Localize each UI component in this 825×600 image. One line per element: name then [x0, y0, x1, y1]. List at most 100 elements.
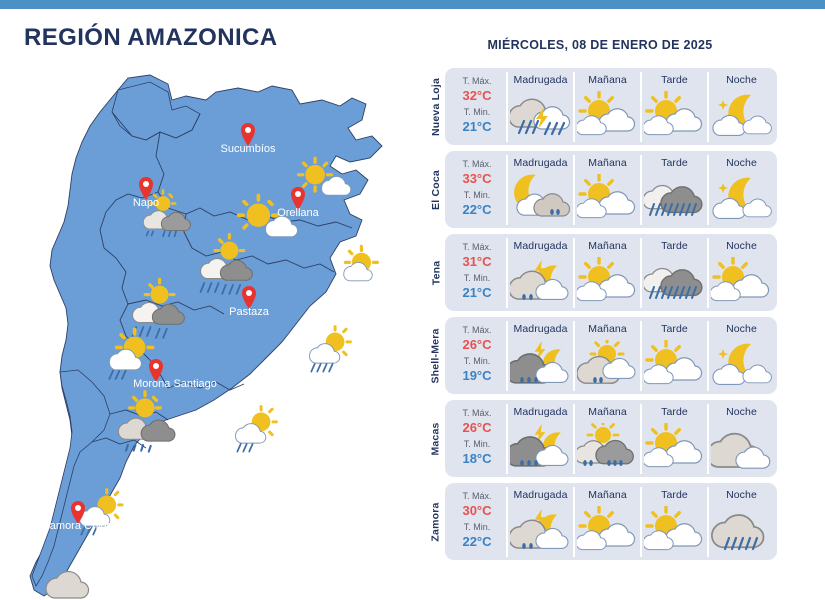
temperature-cell: T. Máx. 32°C T. Min. 21°C [448, 72, 506, 142]
amazon-region-map: Sucumbíos Napo Orellana Pastaza Morona S… [0, 70, 420, 600]
forecast-row: Tena T. Máx. 31°C T. Min. 21°C Madrugada Maña… [427, 234, 777, 311]
period-header: Madrugada [513, 489, 568, 501]
forecast-slot[interactable]: Mañana [573, 72, 640, 142]
page-title: REGIÓN AMAZONICA [24, 24, 278, 51]
forecast-slot[interactable]: Tarde [640, 238, 707, 308]
cloud-rain-icon [709, 501, 774, 557]
period-header: Tarde [661, 240, 688, 252]
forecast-panel: T. Máx. 31°C T. Min. 21°C Madrugada Mañana T… [445, 234, 777, 311]
sun-cloud-icon [642, 335, 707, 391]
sun-cloud-icon [575, 501, 640, 557]
forecast-slot[interactable]: Noche [707, 321, 774, 391]
moon-cloud-drizzle-icon [508, 501, 573, 557]
map-markers [71, 123, 305, 524]
forecast-slot[interactable]: Tarde [640, 155, 707, 225]
period-header: Tarde [661, 323, 688, 335]
tmax-label: T. Máx. [462, 408, 492, 419]
forecast-slot[interactable]: Mañana [573, 155, 640, 225]
forecast-slot[interactable]: Noche [707, 72, 774, 142]
period-header: Mañana [588, 323, 627, 335]
tmax-label: T. Máx. [462, 242, 492, 253]
period-header: Madrugada [513, 157, 568, 169]
sun-cloud-icon [642, 501, 707, 557]
period-header: Noche [726, 157, 757, 169]
forecast-date: MIÉRCOLES, 08 DE ENERO DE 2025 [487, 38, 713, 52]
period-header: Mañana [588, 74, 627, 86]
tmin-value: 21°C [462, 119, 492, 135]
moon-cloud-drizzle-icon [508, 169, 573, 225]
map-weather-icons [45, 156, 380, 599]
forecast-slot[interactable]: Noche [707, 155, 774, 225]
temperature-cell: T. Máx. 31°C T. Min. 21°C [448, 238, 506, 308]
tmax-value: 26°C [462, 420, 492, 436]
forecast-slot[interactable]: Mañana [573, 238, 640, 308]
top-accent-bar [0, 0, 825, 9]
cloud-rain-heavy-icon [642, 252, 707, 308]
forecast-slot[interactable]: Madrugada [506, 487, 573, 557]
tmin-value: 18°C [462, 451, 492, 467]
tmax-value: 32°C [462, 88, 492, 104]
period-header: Mañana [588, 157, 627, 169]
tmax-value: 31°C [462, 254, 492, 270]
period-header: Madrugada [513, 240, 568, 252]
cloud-rain-heavy-icon [642, 169, 707, 225]
period-header: Mañana [588, 489, 627, 501]
tmin-label: T. Min. [463, 190, 491, 200]
city-tab: Macas [427, 400, 445, 477]
forecast-slot[interactable]: Mañana [573, 487, 640, 557]
forecast-slot[interactable]: Madrugada [506, 321, 573, 391]
city-name: El Coca [430, 169, 443, 210]
moon-cloud-icon [709, 169, 774, 225]
forecast-slot[interactable]: Madrugada [506, 155, 573, 225]
forecast-panel: T. Máx. 33°C T. Min. 22°C Madrugada Mañana T… [445, 151, 777, 228]
period-header: Noche [726, 406, 757, 418]
forecast-slot[interactable]: Madrugada [506, 238, 573, 308]
city-tab: Zamora [427, 483, 445, 560]
tmax-value: 26°C [462, 337, 492, 353]
sun-cloud-icon [642, 86, 707, 142]
storm-rain-icon [508, 86, 573, 142]
forecast-slot[interactable]: Tarde [640, 404, 707, 474]
temperature-cell: T. Máx. 26°C T. Min. 18°C [448, 404, 506, 474]
forecast-row: Zamora T. Máx. 30°C T. Min. 22°C Madrugada Ma… [427, 483, 777, 560]
forecast-row: Macas T. Máx. 26°C T. Min. 18°C Madrugada Mañ… [427, 400, 777, 477]
sun-cloud-rain-icon [575, 418, 640, 474]
period-header: Tarde [661, 489, 688, 501]
period-header: Madrugada [513, 406, 568, 418]
tmin-value: 22°C [462, 534, 492, 550]
tmin-label: T. Min. [463, 522, 491, 532]
city-tab: El Coca [427, 151, 445, 228]
forecast-slot[interactable]: Mañana [573, 321, 640, 391]
forecast-row: Nueva Loja T. Máx. 32°C T. Min. 21°C Madrugad… [427, 68, 777, 145]
tmin-value: 21°C [462, 285, 492, 301]
forecast-slot[interactable]: Tarde [640, 487, 707, 557]
map-landmass [29, 74, 383, 597]
forecast-slot[interactable]: Madrugada [506, 404, 573, 474]
forecast-slot[interactable]: Mañana [573, 404, 640, 474]
sun-cloud-icon [709, 252, 774, 308]
tmax-label: T. Máx. [462, 491, 492, 502]
map-province-labels: Sucumbíos Napo Orellana Pastaza Morona S… [43, 143, 320, 532]
city-name: Shell-Mera [430, 327, 443, 384]
forecast-slot[interactable]: Tarde [640, 72, 707, 142]
moon-cloud-drizzle-icon [508, 252, 573, 308]
city-tab: Nueva Loja [427, 68, 445, 145]
cloudy-icon [709, 418, 774, 474]
temperature-cell: T. Máx. 30°C T. Min. 22°C [448, 487, 506, 557]
forecast-row: Shell-Mera T. Máx. 26°C T. Min. 19°C Madrugad… [427, 317, 777, 394]
forecast-slot[interactable]: Madrugada [506, 72, 573, 142]
period-header: Tarde [661, 157, 688, 169]
map-label-morona-santiago: Morona Santiago [133, 378, 217, 390]
period-header: Noche [726, 74, 757, 86]
tmin-label: T. Min. [463, 107, 491, 117]
period-header: Tarde [661, 74, 688, 86]
tmin-label: T. Min. [463, 356, 491, 366]
forecast-slot[interactable]: Noche [707, 238, 774, 308]
forecast-slot[interactable]: Noche [707, 487, 774, 557]
city-name: Macas [430, 421, 443, 456]
forecast-slot[interactable]: Noche [707, 404, 774, 474]
map-label-orellana: Orellana [277, 207, 319, 219]
period-header: Tarde [661, 406, 688, 418]
tmax-label: T. Máx. [462, 76, 492, 87]
forecast-slot[interactable]: Tarde [640, 321, 707, 391]
